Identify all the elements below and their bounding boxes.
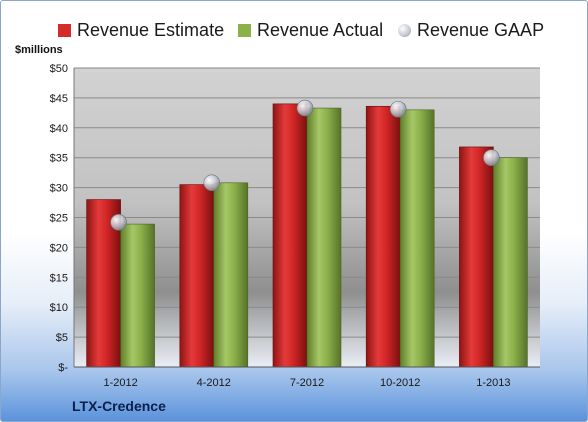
marker-revenue-gaap	[389, 100, 407, 118]
y-tick-label: $10	[50, 302, 68, 314]
legend-label-actual: Revenue Actual	[257, 19, 384, 40]
x-tick-label: 1-2013	[476, 377, 510, 389]
y-tick-label: $20	[50, 242, 68, 254]
company-name: LTX-Credence	[72, 398, 166, 414]
y-tick-label: $35	[50, 153, 68, 165]
legend: Revenue Estimate Revenue Actual Revenue …	[1, 18, 587, 42]
legend-item-actual: Revenue Actual	[238, 18, 383, 42]
bar-revenue-actual	[399, 109, 435, 368]
legend-label-estimate: Revenue Estimate	[77, 19, 225, 40]
x-tick-label: 1-2012	[103, 377, 137, 389]
legend-item-gaap: Revenue GAAP	[398, 18, 544, 42]
x-tick-label: 7-2012	[290, 377, 324, 389]
legend-swatch-gaap	[398, 23, 411, 37]
bar-revenue-estimate	[272, 103, 308, 368]
bar-revenue-actual	[120, 223, 155, 368]
x-tick-label: 10-2012	[380, 377, 420, 389]
marker-revenue-gaap	[483, 149, 500, 166]
marker-revenue-gaap	[110, 213, 127, 231]
y-tick-label: $30	[50, 183, 68, 195]
bar-revenue-actual	[306, 107, 342, 368]
legend-label-gaap: Revenue GAAP	[417, 19, 545, 40]
x-axis-ticks: 1-2012 4-2012 7-2012 10-2012 1-2013	[103, 377, 510, 389]
y-tick-label: $50	[50, 63, 68, 75]
bar-revenue-estimate	[179, 184, 215, 368]
y-tick-label: $15	[50, 272, 68, 284]
y-tick-label: $-	[58, 362, 68, 374]
y-axis-ticks: $- $5 $10 $15 $20 $25 $30 $35 $40 $45 $50	[50, 63, 69, 374]
y-tick-label: $25	[50, 213, 68, 225]
x-tick-label: 4-2012	[197, 377, 231, 389]
y-tick-label: $45	[50, 93, 68, 105]
marker-revenue-gaap	[296, 99, 314, 117]
y-axis-unit-label: $millions	[15, 44, 63, 56]
bar-revenue-actual	[493, 157, 528, 368]
legend-swatch-estimate	[58, 23, 71, 37]
bar-revenue-estimate	[459, 146, 494, 368]
legend-swatch-actual	[238, 23, 251, 37]
y-tick-label: $5	[56, 332, 68, 344]
gaap-markers	[110, 99, 500, 231]
marker-revenue-gaap	[203, 174, 221, 192]
y-tick-label: $40	[50, 123, 68, 135]
bar-revenue-estimate	[365, 105, 401, 368]
bars	[86, 103, 528, 368]
bar-revenue-actual	[213, 182, 249, 368]
legend-item-estimate: Revenue Estimate	[58, 18, 224, 42]
